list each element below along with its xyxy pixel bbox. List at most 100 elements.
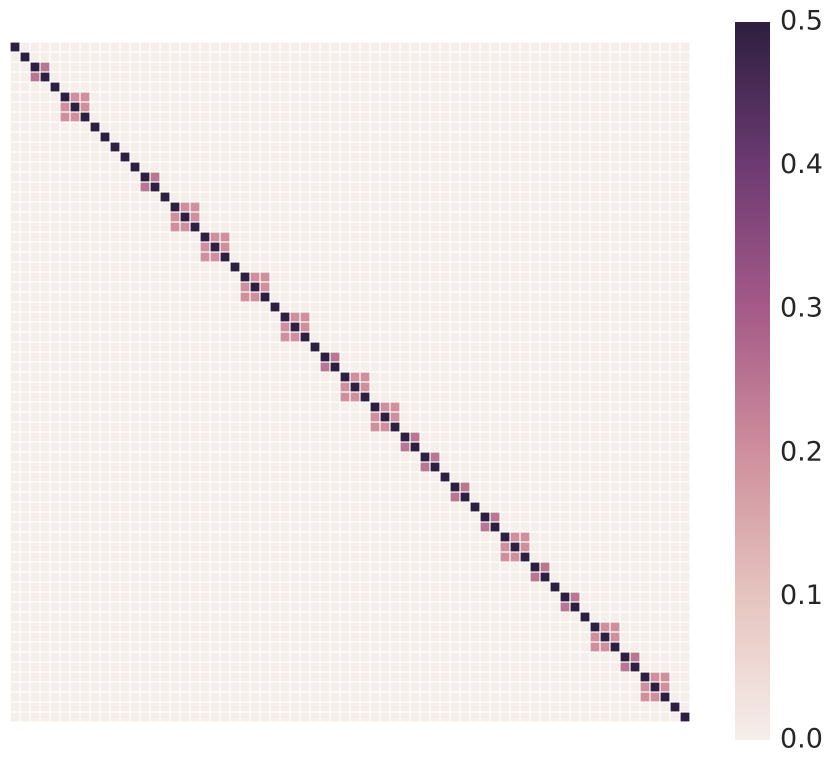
heatmap-cell [260,612,270,622]
heatmap-cell [80,432,90,442]
heatmap-cell [280,92,290,102]
heatmap-cell [290,172,300,182]
heatmap-cell [390,92,400,102]
heatmap-cell [680,442,690,452]
heatmap-cell [510,422,520,432]
heatmap-cell [510,602,520,612]
heatmap-cell [200,372,210,382]
heatmap-cell [530,442,540,452]
heatmap-cell [240,422,250,432]
heatmap-cell [240,262,250,272]
heatmap-cell [110,302,120,312]
heatmap-cell [60,592,70,602]
heatmap-cell [10,192,20,202]
heatmap-cell [60,62,70,72]
heatmap-cell [530,202,540,212]
heatmap-cell [100,622,110,632]
heatmap-cell [340,432,350,442]
heatmap-cell [40,222,50,232]
heatmap-cell [290,642,300,652]
heatmap-cell [340,502,350,512]
heatmap-cell [210,422,220,432]
heatmap-cell [410,272,420,282]
heatmap-cell [410,152,420,162]
heatmap-cell [290,82,300,92]
heatmap-cell [660,212,670,222]
heatmap-cell [220,252,230,262]
heatmap-cell [70,442,80,452]
heatmap-cell [520,662,530,672]
heatmap-cell [390,562,400,572]
heatmap-cell [440,342,450,352]
heatmap-cell [150,182,160,192]
heatmap-cell [510,412,520,422]
heatmap-cell [490,162,500,172]
heatmap-cell [180,162,190,172]
heatmap-cell [410,322,420,332]
heatmap-cell [160,302,170,312]
heatmap-cell [430,682,440,692]
heatmap-cell [420,132,430,142]
heatmap-cell [450,252,460,262]
heatmap-cell [680,192,690,202]
heatmap-cell [500,172,510,182]
heatmap-cell [70,162,80,172]
heatmap-cell [170,662,180,672]
heatmap-cell [50,522,60,532]
heatmap-cell [390,512,400,522]
heatmap-cell [320,502,330,512]
heatmap-cell [300,52,310,62]
heatmap-cell [210,462,220,472]
heatmap-cell [260,452,270,462]
heatmap-cell [450,432,460,442]
heatmap-cell [100,632,110,642]
heatmap-cell [140,542,150,552]
heatmap-cell [160,112,170,122]
heatmap-cell [470,412,480,422]
heatmap-cell [120,242,130,252]
heatmap-cell [490,262,500,272]
heatmap-cell [410,282,420,292]
heatmap-cell [160,282,170,292]
heatmap-cell [350,92,360,102]
heatmap-cell [300,112,310,122]
heatmap-cell [570,402,580,412]
heatmap-cell [40,662,50,672]
heatmap-cell [170,152,180,162]
heatmap-cell [490,72,500,82]
heatmap-cell [20,202,30,212]
heatmap-cell [490,482,500,492]
heatmap-cell [160,632,170,642]
heatmap-cell [480,392,490,402]
heatmap-cell [590,62,600,72]
heatmap-cell [670,372,680,382]
heatmap-cell [540,712,550,722]
heatmap-cell [550,312,560,322]
heatmap-cell [640,712,650,722]
heatmap-cell [650,462,660,472]
heatmap-cell [260,462,270,472]
heatmap-cell [580,662,590,672]
heatmap-cell [570,362,580,372]
heatmap-cell [440,592,450,602]
heatmap-cell [190,692,200,702]
heatmap-cell [470,712,480,722]
heatmap-cell [40,172,50,182]
heatmap-cell [60,452,70,462]
heatmap-cell [560,662,570,672]
heatmap-cell [380,332,390,342]
heatmap-cell [470,122,480,132]
heatmap-cell [510,272,520,282]
heatmap-cell [680,82,690,92]
heatmap-cell [50,612,60,622]
heatmap-cell [250,292,260,302]
heatmap-cell [500,92,510,102]
heatmap-cell [590,342,600,352]
heatmap-cell [470,42,480,52]
heatmap-cell [570,132,580,142]
heatmap-cell [350,232,360,242]
heatmap-cell [180,482,190,492]
heatmap-cell [560,222,570,232]
heatmap-cell [350,692,360,702]
heatmap-cell [90,652,100,662]
